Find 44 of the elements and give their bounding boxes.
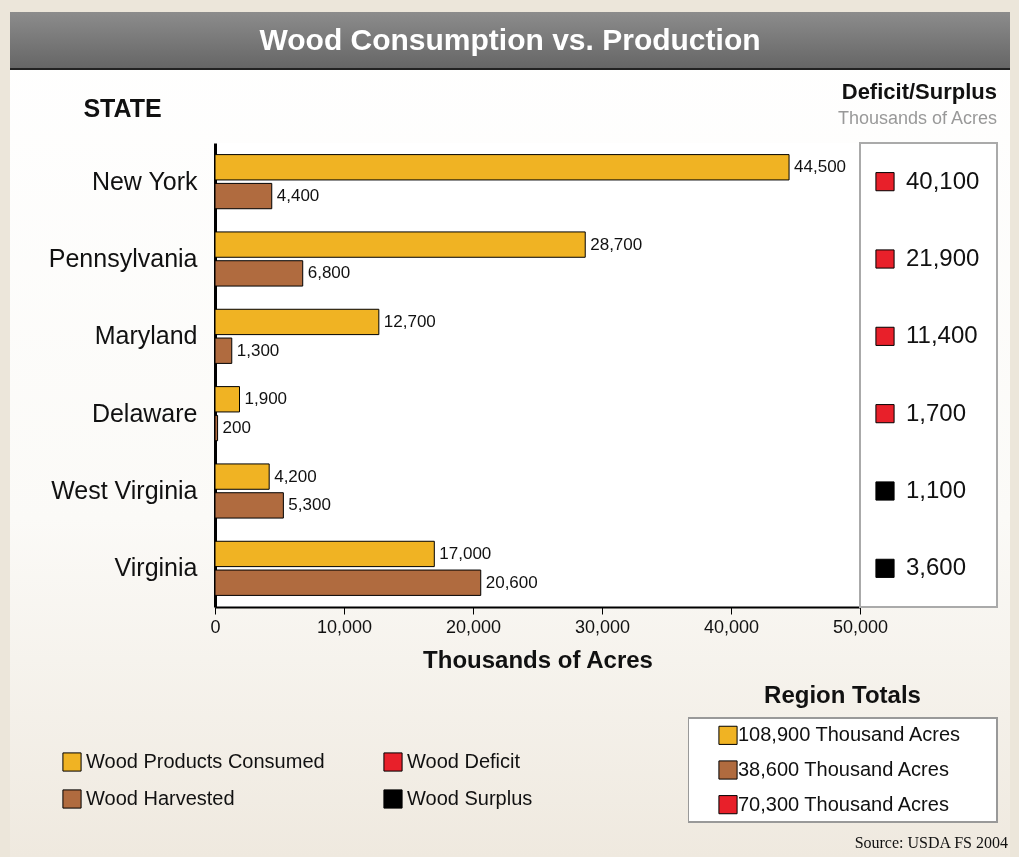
x-tick-label: 0 [210, 616, 221, 637]
data-label: 28,700 [590, 234, 643, 254]
chart-title: Wood Consumption vs. Production [10, 12, 1010, 70]
data-label: 1,900 [244, 389, 288, 409]
text: Region Totals [764, 681, 921, 708]
y-tick-label: Pennsylvania [48, 244, 198, 272]
legend-label: Wood Surplus [407, 787, 533, 809]
data-label: 200 [222, 418, 251, 438]
data-label: 6,800 [307, 263, 351, 283]
category-label: 3,600 [906, 553, 967, 581]
y-tick-label: Maryland [94, 321, 198, 350]
y-tick-label: West Virginia [51, 476, 198, 504]
data-label: 20,600 [485, 572, 538, 592]
source-note: Source: USDA FS 2004 [854, 834, 1008, 852]
legend-label: Wood Products Consumed [86, 750, 325, 772]
x-tick-label: 10,000 [316, 616, 373, 637]
legend-label: Wood Deficit [407, 750, 521, 772]
x-tick-label: 40,000 [703, 616, 760, 637]
category-label: 21,900 [906, 244, 980, 271]
category-label: 1,100 [906, 476, 967, 503]
x-axis-title: Thousands of Acres [423, 645, 653, 673]
category-label: 108,900 Thousand Acres [738, 723, 961, 746]
x-tick-label: 30,000 [574, 616, 631, 637]
text: Thousands of Acres [837, 108, 997, 128]
category-label: 38,600 Thousand Acres [738, 758, 949, 780]
data-label: 4,200 [274, 466, 317, 486]
data-label: 5,300 [288, 495, 331, 515]
category-label: 70,300 Thousand Acres [738, 792, 949, 815]
category-label: 11,400 [906, 321, 978, 349]
category-label: 40,100 [906, 166, 980, 194]
data-label: 44,500 [794, 157, 847, 177]
x-tick-label: 20,000 [445, 616, 502, 637]
y-tick-label: Virginia [114, 553, 198, 582]
data-label: 1,300 [236, 340, 280, 360]
x-tick-label: 50,000 [832, 616, 889, 637]
legend-label: Wood Harvested [86, 787, 235, 809]
y-tick-label: New York [91, 166, 198, 195]
y-axis-title: STATE [83, 93, 162, 122]
category-label: 1,700 [906, 398, 967, 426]
y-tick-label: Delaware [91, 398, 198, 427]
data-label: 12,700 [383, 311, 436, 331]
text: Deficit/Surplus [841, 79, 997, 104]
data-label: 17,000 [439, 543, 492, 563]
data-label: 4,400 [276, 186, 320, 206]
